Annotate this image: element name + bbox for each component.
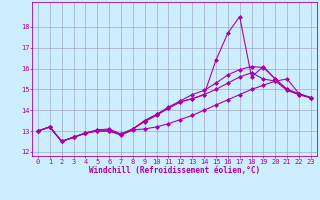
- X-axis label: Windchill (Refroidissement éolien,°C): Windchill (Refroidissement éolien,°C): [89, 166, 260, 175]
